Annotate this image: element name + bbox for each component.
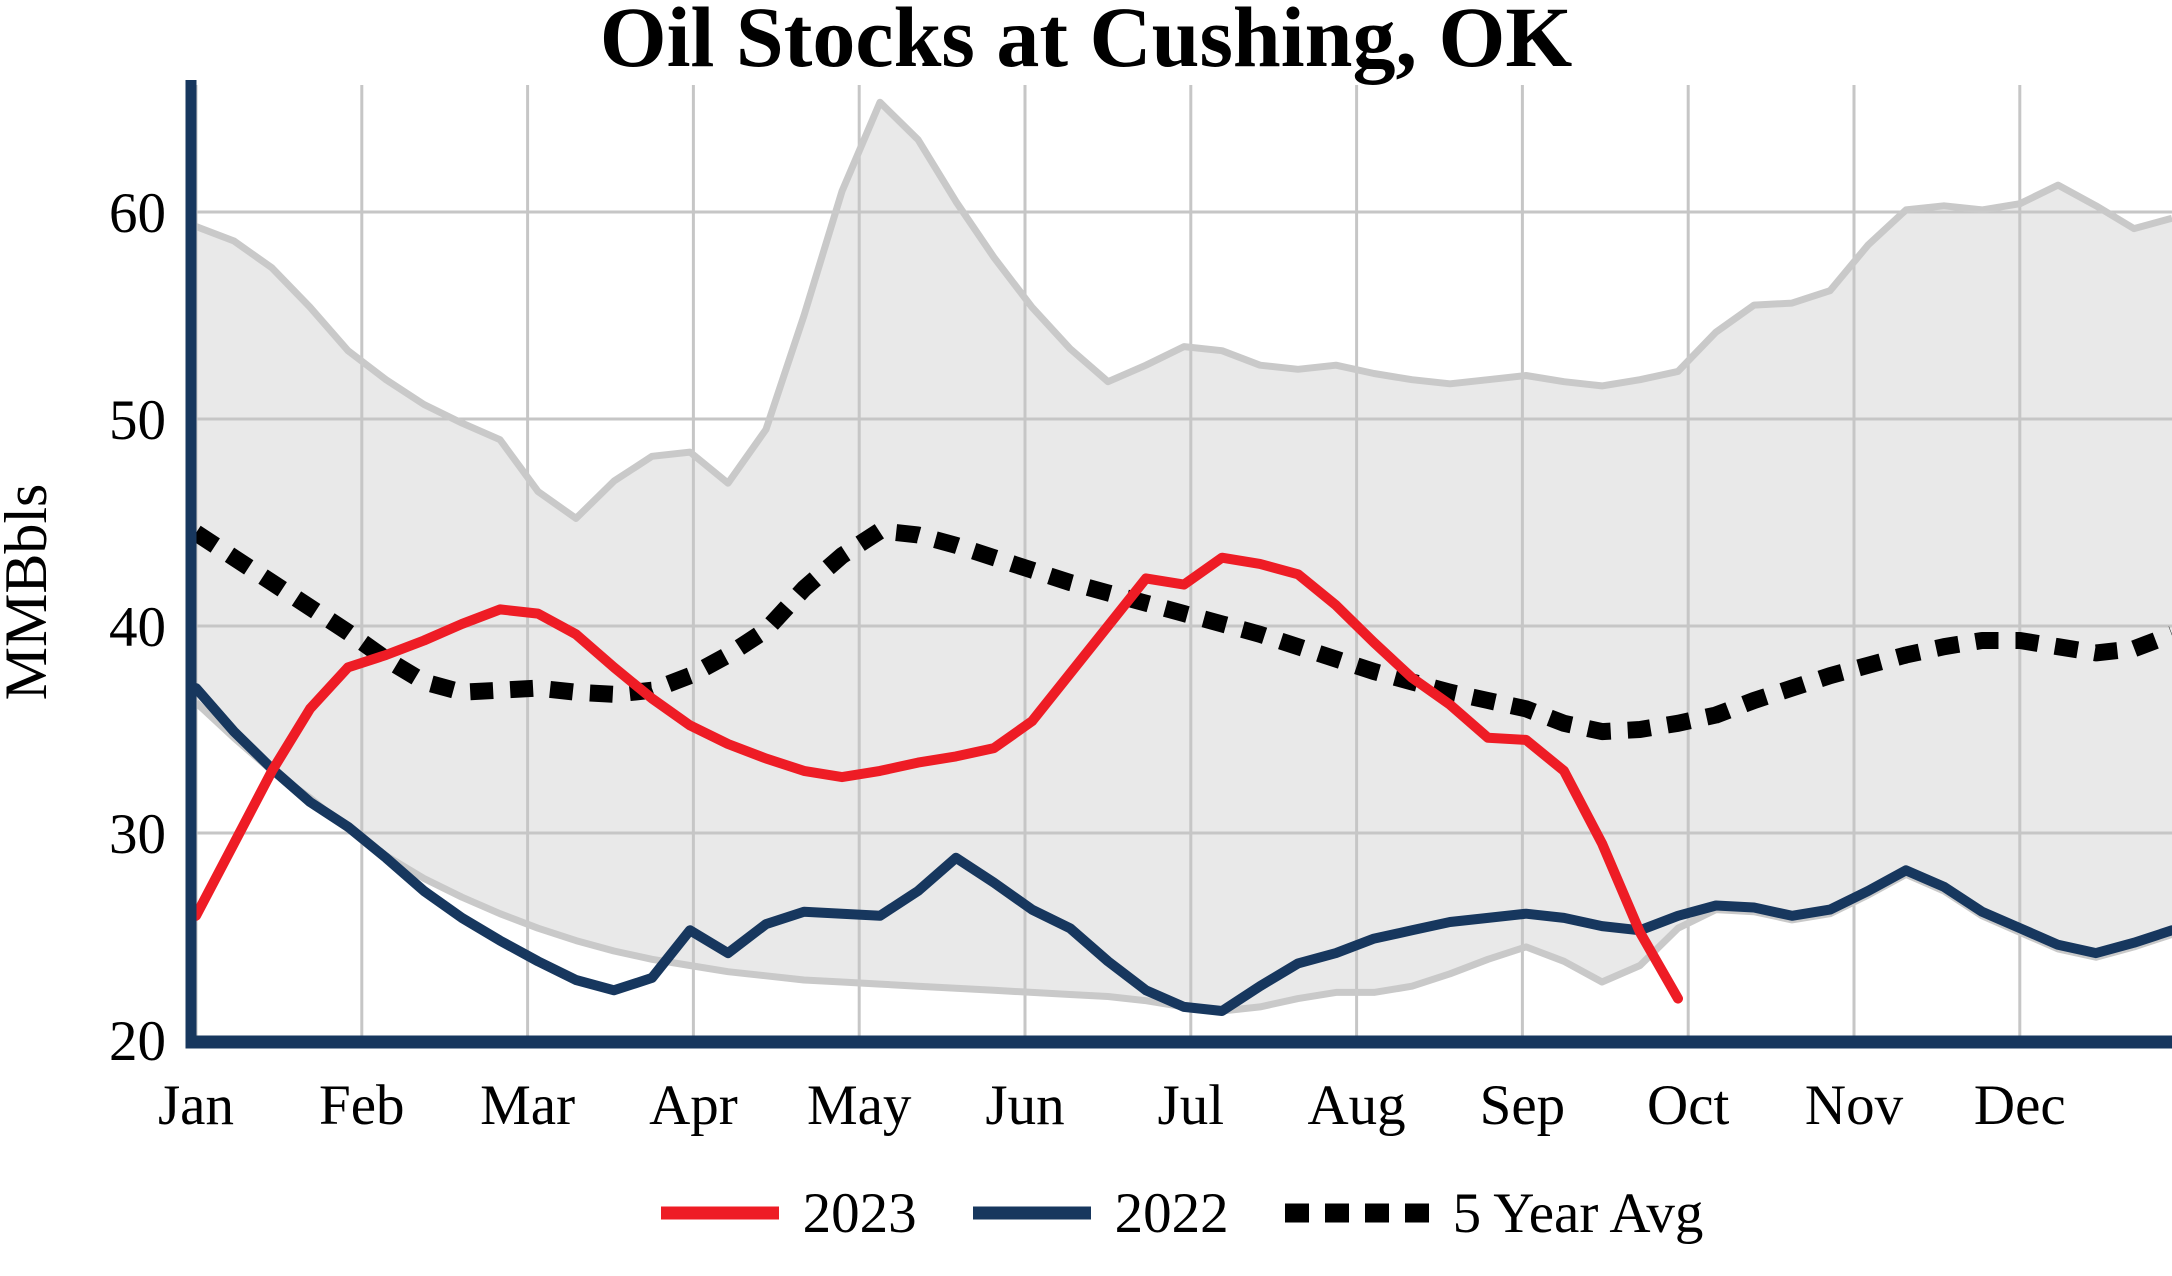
- chart-legend: 2023 2022 5 Year Avg: [190, 1168, 2172, 1258]
- x-tick-label-May: May: [807, 1074, 912, 1137]
- five-year-range-band: [196, 102, 2172, 1012]
- x-tick-label-Feb: Feb: [319, 1074, 405, 1137]
- y-tick-label-60: 60: [109, 182, 166, 245]
- x-tick-label-Dec: Dec: [1974, 1074, 2066, 1137]
- legend-label: 2023: [802, 1181, 917, 1245]
- legend-line-2023-icon: [660, 1206, 779, 1220]
- legend-label: 5 Year Avg: [1452, 1181, 1704, 1245]
- line-2023: [191, 552, 1683, 1004]
- x-tick-label-Mar: Mar: [480, 1074, 575, 1137]
- y-axis-label: MMBbls: [0, 484, 59, 701]
- five-year-max-line: [194, 98, 2172, 522]
- legend-line-2022-icon: [972, 1206, 1091, 1220]
- legend-line-5-year-avg-icon: [1284, 1203, 1429, 1223]
- series-lines: [191, 522, 2172, 1016]
- axis-spines: [185, 80, 2172, 1049]
- legend-label: 2022: [1114, 1181, 1229, 1245]
- line-2022: [191, 683, 2172, 1016]
- x-tick-label-Nov: Nov: [1805, 1074, 1904, 1137]
- tick-labels: 20 30 40 50 60 Jan Feb Mar Apr May Jun Jul Aug Sep Oct…: [109, 182, 2066, 1137]
- five-year-range-fill: [196, 102, 2172, 1012]
- chart-title: Oil Stocks at Cushing, OK: [600, 0, 1573, 85]
- y-tick-label-40: 40: [109, 596, 166, 659]
- x-tick-label-Jul: Jul: [1158, 1074, 1225, 1137]
- legend-item-2023: 2023: [659, 1185, 917, 1242]
- legend-item-2022: 2022: [971, 1185, 1229, 1242]
- x-tick-label-Oct: Oct: [1647, 1074, 1729, 1137]
- x-tick-label-Apr: Apr: [649, 1074, 738, 1137]
- x-tick-label-Jan: Jan: [158, 1074, 234, 1137]
- y-tick-label-50: 50: [109, 389, 166, 452]
- y-tick-label-30: 30: [109, 803, 166, 866]
- x-tick-label-Sep: Sep: [1480, 1074, 1566, 1137]
- x-tick-label-Jun: Jun: [985, 1074, 1064, 1137]
- gridlines: [191, 85, 2172, 1042]
- x-tick-label-Aug: Aug: [1308, 1074, 1406, 1137]
- legend-item-5-year-avg: 5 Year Avg: [1283, 1181, 1704, 1245]
- line-5-year-avg: [191, 522, 2172, 741]
- y-tick-label-20: 20: [109, 1010, 166, 1073]
